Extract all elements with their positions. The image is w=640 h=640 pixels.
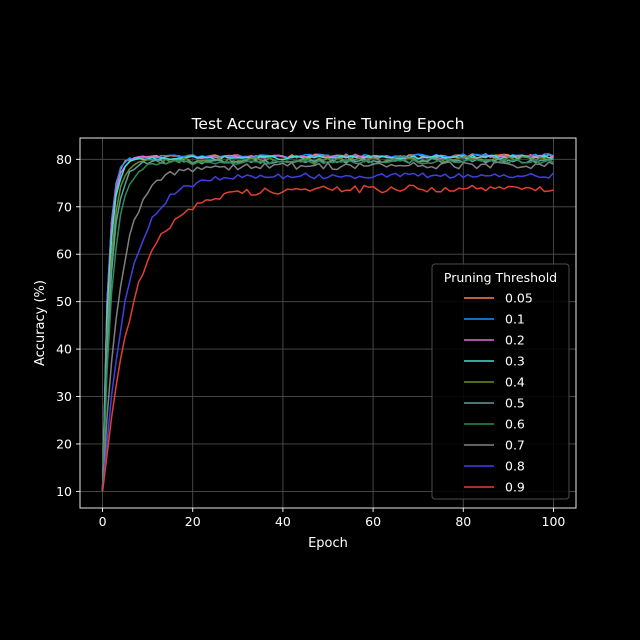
y-tick-label: 40 [56, 342, 72, 357]
x-tick-label: 100 [542, 514, 566, 529]
legend-box [431, 263, 570, 500]
legend-label: 0.6 [505, 417, 525, 432]
y-tick-label: 10 [56, 484, 72, 499]
legend-label: 0.05 [505, 291, 533, 306]
x-axis-label: Epoch [308, 536, 348, 551]
legend-label: 0.5 [505, 396, 525, 411]
legend-title: Pruning Threshold [444, 270, 557, 285]
x-tick-label: 0 [99, 514, 107, 529]
legend-label: 0.9 [505, 480, 525, 495]
legend-label: 0.1 [505, 312, 525, 327]
legend-label: 0.7 [505, 438, 525, 453]
y-axis-label: Accuracy (%) [33, 280, 48, 366]
y-tick-label: 30 [56, 389, 72, 404]
axes-frame [79, 137, 577, 509]
series-line-0_1 [101, 153, 554, 492]
legend-label: 0.3 [505, 354, 525, 369]
y-tick-label: 20 [56, 436, 72, 451]
x-tick-label: 40 [275, 514, 291, 529]
y-tick-label: 60 [56, 247, 72, 262]
series-line-0_9 [101, 184, 554, 492]
series-line-0_8 [101, 172, 555, 492]
legend-label: 0.8 [505, 459, 525, 474]
y-tick-label: 80 [56, 152, 72, 167]
series-line-0_6 [101, 158, 554, 492]
series-line-0_7 [101, 160, 554, 492]
legend: Pruning Threshold 0.05 0.1 0.2 0.3 0.4 0.5 0.6 0… [431, 263, 570, 500]
chart-title: Test Accuracy vs Fine Tuning Epoch [191, 115, 465, 133]
x-tick-label: 80 [455, 514, 471, 529]
y-tick-label: 50 [56, 294, 72, 309]
y-tick-label: 70 [56, 199, 72, 214]
legend-label: 0.2 [505, 333, 525, 348]
legend-label: 0.4 [505, 375, 525, 390]
x-tick-label: 20 [185, 514, 201, 529]
x-tick-label: 60 [365, 514, 381, 529]
